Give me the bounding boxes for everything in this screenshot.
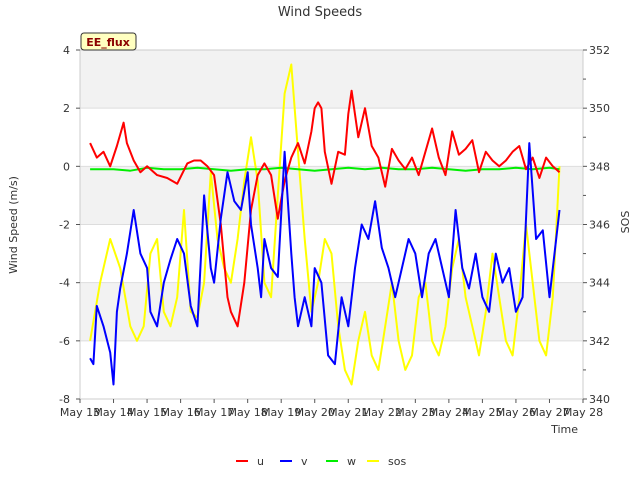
x-tick-label: May 22	[362, 406, 402, 419]
x-axis-label: Time	[550, 423, 578, 436]
y2-tick-label: 352	[589, 44, 610, 57]
y2-tick-label: 348	[589, 160, 610, 173]
y-tick-label: -6	[59, 335, 70, 348]
y-axis-ticks: -8 -6 -4 -2 0 2 4	[59, 44, 80, 406]
background-band	[80, 340, 583, 399]
background-band	[80, 50, 583, 109]
y2-tick-label: 344	[589, 277, 610, 290]
x-tick-label: May 15	[127, 406, 167, 419]
background-band	[80, 108, 583, 167]
series-line-u	[89, 89, 561, 328]
legend-label: u	[257, 455, 264, 468]
x-tick-label: May 21	[328, 406, 368, 419]
x-tick-label: May 27	[529, 406, 569, 419]
y2-tick-label: 346	[589, 219, 610, 232]
y-tick-label: -2	[59, 219, 70, 232]
legend-label: w	[347, 455, 356, 468]
series-line-sos	[89, 63, 561, 386]
legend-label: v	[301, 455, 308, 468]
y-axis-label: Wind Speed (m/s)	[7, 176, 20, 274]
ee-flux-badge: EE_flux	[80, 32, 137, 51]
badge-label: EE_flux	[86, 36, 130, 49]
legend-item-sos: sos	[367, 455, 406, 468]
y-tick-label: 0	[63, 160, 70, 173]
series-line-v	[89, 142, 561, 386]
x-tick-label: May 23	[395, 406, 435, 419]
legend: u v w sos	[236, 455, 406, 468]
y2-axis-label: SOS	[619, 211, 632, 234]
series-layer	[89, 63, 561, 386]
y2-tick-label: 342	[589, 335, 610, 348]
x-tick-label: May 24	[429, 406, 469, 419]
x-tick-label: May 17	[194, 406, 234, 419]
legend-item-w: w	[326, 455, 356, 468]
background-band	[80, 166, 583, 225]
chart-title: Wind Speeds	[278, 5, 363, 20]
x-tick-label: May 19	[261, 406, 301, 419]
x-tick-label: May 18	[228, 406, 268, 419]
y2-axis-ticks: 340 342 344 346 348 350 352	[583, 44, 610, 406]
y2-tick-label: 340	[589, 393, 610, 406]
x-tick-label: May 20	[295, 406, 335, 419]
x-tick-label: May 16	[160, 406, 200, 419]
y-tick-label: -8	[59, 393, 70, 406]
y-tick-label: 4	[63, 44, 70, 57]
background-band	[80, 282, 583, 341]
x-tick-label: May 26	[496, 406, 536, 419]
x-tick-label: May 25	[462, 406, 502, 419]
y2-tick-label: 350	[589, 102, 610, 115]
legend-item-v: v	[280, 455, 308, 468]
legend-item-u: u	[236, 455, 264, 468]
y-tick-label: 2	[63, 102, 70, 115]
x-tick-label: May 14	[93, 406, 133, 419]
x-tick-label: May 13	[60, 406, 100, 419]
legend-label: sos	[388, 455, 406, 468]
series-line-w	[90, 166, 560, 172]
x-tick-label: May 28	[563, 406, 603, 419]
y-tick-label: -4	[59, 277, 70, 290]
